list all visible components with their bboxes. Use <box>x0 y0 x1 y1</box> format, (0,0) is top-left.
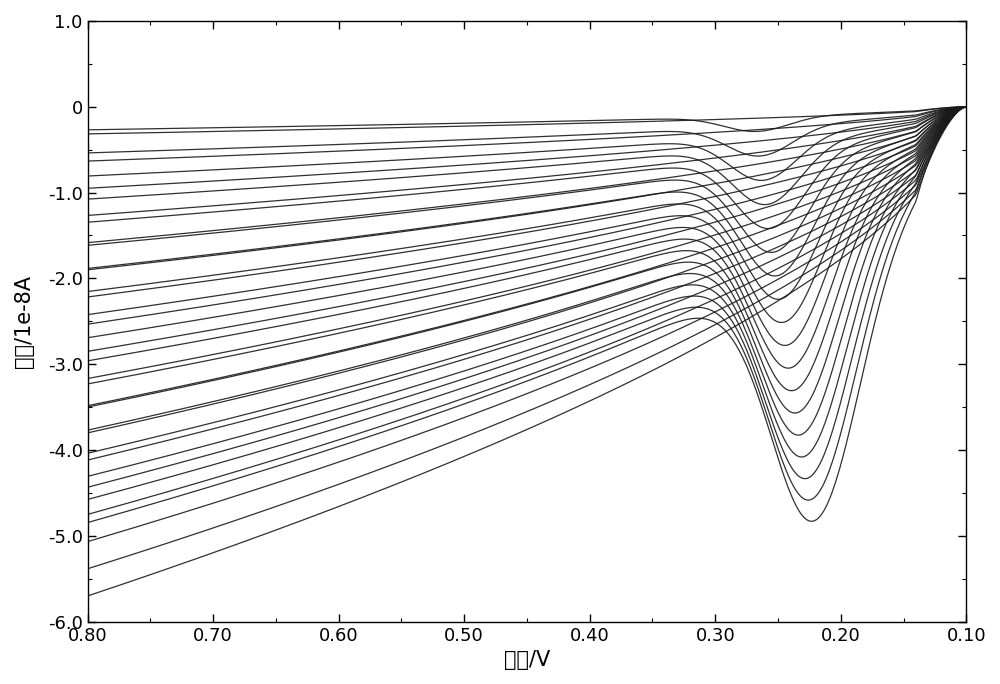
X-axis label: 电压/V: 电压/V <box>504 650 550 670</box>
Y-axis label: 电流/1e-8A: 电流/1e-8A <box>14 275 34 368</box>
